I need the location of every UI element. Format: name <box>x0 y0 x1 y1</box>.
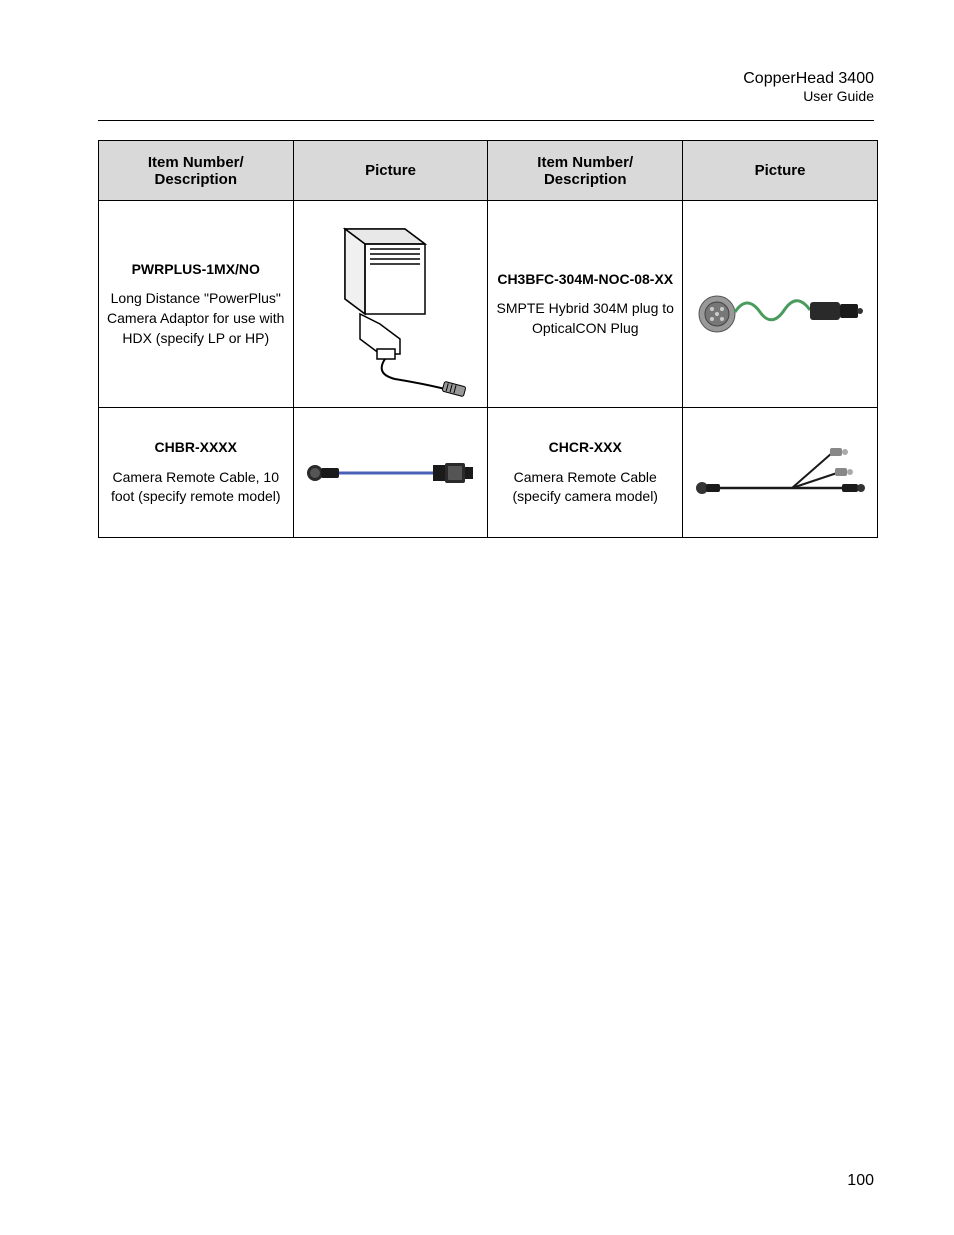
col-header-picture-1: Picture <box>293 141 488 201</box>
col-header-item-1: Item Number/Description <box>99 141 294 201</box>
doc-title: CopperHead 3400 <box>743 70 874 88</box>
product-table: Item Number/Description Picture Item Num… <box>98 140 878 538</box>
picture-cell <box>682 201 877 408</box>
item-cell: CHBR-XXXX Camera Remote Cable, 10 foot (… <box>99 408 294 538</box>
item-number: PWRPLUS-1MX/NO <box>107 260 285 280</box>
item-description: Camera Remote Cable (specify camera mode… <box>496 468 674 507</box>
col-header-picture-2: Picture <box>682 141 877 201</box>
table-row: PWRPLUS-1MX/NO Long Distance "PowerPlus"… <box>99 201 878 408</box>
item-description: SMPTE Hybrid 304M plug to OpticalCON Plu… <box>496 299 674 338</box>
table-row: CHBR-XXXX Camera Remote Cable, 10 foot (… <box>99 408 878 538</box>
picture-cell <box>293 408 488 538</box>
doc-subtitle: User Guide <box>743 88 874 104</box>
item-number: CHCR-XXX <box>496 438 674 458</box>
item-cell: CH3BFC-304M-NOC-08-XX SMPTE Hybrid 304M … <box>488 201 683 408</box>
item-description: Camera Remote Cable, 10 foot (specify re… <box>107 468 285 507</box>
table-header-row: Item Number/Description Picture Item Num… <box>99 141 878 201</box>
header-rule <box>98 120 874 121</box>
remote-cable-icon <box>303 453 478 493</box>
page-number: 100 <box>847 1172 874 1190</box>
item-cell: PWRPLUS-1MX/NO Long Distance "PowerPlus"… <box>99 201 294 408</box>
item-description: Long Distance "PowerPlus" Camera Adaptor… <box>107 289 285 348</box>
page-header: CopperHead 3400 User Guide <box>743 70 874 104</box>
picture-cell <box>682 408 877 538</box>
item-number: CH3BFC-304M-NOC-08-XX <box>496 270 674 290</box>
camera-adaptor-icon <box>305 209 475 399</box>
remote-cable-splitter-icon <box>692 438 867 508</box>
item-number: CHBR-XXXX <box>107 438 285 458</box>
item-cell: CHCR-XXX Camera Remote Cable (specify ca… <box>488 408 683 538</box>
hybrid-plug-icon <box>692 264 867 344</box>
picture-cell <box>293 201 488 408</box>
col-header-item-2: Item Number/Description <box>488 141 683 201</box>
